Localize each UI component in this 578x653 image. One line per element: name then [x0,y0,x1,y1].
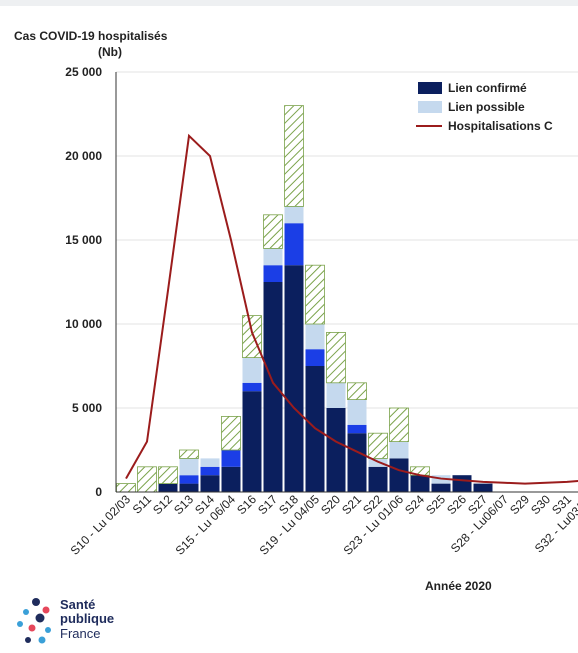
sante-publique-france-logo: Santé publique France [14,596,154,648]
bars [116,105,493,493]
legend-swatch [418,101,442,113]
x-axis-title: Année 2020 [425,579,492,593]
bar-segment [347,382,367,400]
legend-swatch [418,82,442,94]
bar-segment [242,357,262,383]
x-tick-label: S16 [234,492,259,517]
bar-segment [473,483,493,492]
bar-segment [326,331,346,384]
logo-line3: France [60,626,101,641]
bar-segment [431,483,451,492]
bar-segment [389,458,409,492]
bar-segment [263,282,283,492]
y-tick-label: 0 [95,485,102,499]
bar-segment [242,391,262,492]
y-tick-label: 20 000 [65,149,102,163]
bar-segment [263,214,283,249]
x-tick-label: S17 [255,492,280,517]
bar-segment [326,382,346,408]
legend-label: Lien possible [448,100,525,114]
bar-segment [116,483,136,493]
logo-dots-icon [17,598,51,644]
bar-segment [368,466,388,492]
x-tick-label: S30 [528,492,553,517]
top-border [0,0,578,6]
bar-segment [179,449,199,459]
y-tick-labels: 0 5 000 10 000 15 000 20 000 25 000 [65,65,102,499]
bar-segment [200,466,220,476]
bar-segment [347,399,367,425]
bar-segment [284,265,304,492]
bar-segment [284,206,304,224]
bar-segment [179,458,199,476]
x-tick-label: S13 [171,492,196,517]
hospitalisation-line [125,133,578,485]
x-tick-label: S26 [444,492,469,517]
bar-segment [284,105,304,207]
bar-segment [305,324,325,350]
bar-segment [263,265,283,282]
x-tick-label: S29 [507,492,532,517]
bar-segment [221,415,241,451]
bar-segment [200,475,220,492]
legend-label: Hospitalisations C [448,119,553,133]
bar-segment [389,441,409,459]
hospitalisation-line-path [125,133,578,485]
x-tick-label: S20 [318,492,343,517]
bar-segment [179,475,199,484]
bar-segment [200,458,220,467]
bar-segment [347,433,367,492]
bar-segment [347,424,367,434]
bar-segment [284,223,304,266]
bar-segment [221,466,241,492]
bar-segment [389,407,409,442]
gridlines [116,71,578,409]
logo-line1: Santé [60,597,96,612]
bar-segment [242,382,262,392]
y-tick-label: 10 000 [65,317,102,331]
bar-segment [326,408,346,492]
bar-segment [158,466,178,484]
x-tick-label: S12 [150,492,175,517]
x-tick-label: S25 [423,492,448,517]
x-tick-label: S24 [402,492,427,517]
bar-segment [263,248,283,266]
bar-segment [305,264,325,325]
bar-segment [452,475,472,492]
logo-line2: publique [60,611,115,626]
y-axis-title-line2: (Nb) [98,45,122,59]
legend: Lien confirmé Lien possible Hospitalisatio… [416,81,553,133]
bar-segment [242,315,262,359]
bar-segment [305,349,325,366]
y-tick-label: 5 000 [72,401,102,415]
x-tick-label: S21 [339,492,364,517]
bar-segment [179,483,199,492]
bar-segment [410,475,430,492]
bar-segment [137,466,157,493]
y-axis-title-line1: Cas COVID-19 hospitalisés [14,29,168,43]
x-tick-label: S11 [130,492,155,517]
bar-segment [158,483,178,492]
y-tick-label: 15 000 [65,233,102,247]
bar-segment [368,432,388,459]
y-tick-label: 25 000 [65,65,102,79]
bar-segment [221,450,241,467]
legend-label: Lien confirmé [448,81,527,95]
x-tick-label: S10 - Lu 02/03 [68,492,134,558]
